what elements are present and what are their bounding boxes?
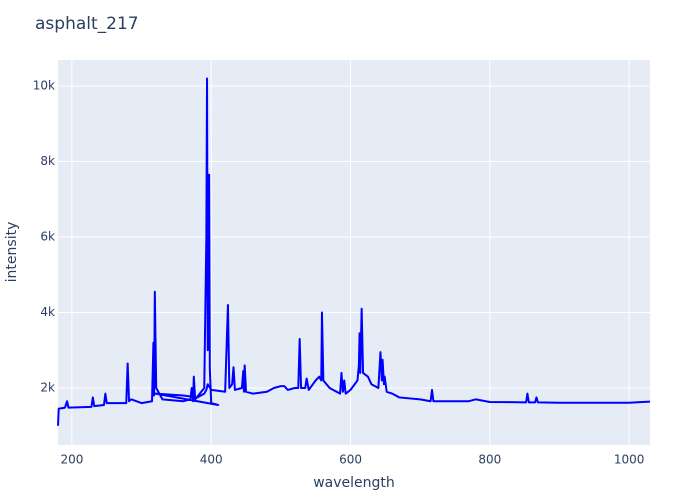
x-axis-title: wavelength: [313, 475, 395, 491]
x-tick-label: 1000: [614, 453, 645, 467]
spectrum-line: [57, 77, 651, 426]
y-tick-label: 6k: [40, 230, 55, 244]
x-tick-label: 400: [200, 453, 223, 467]
chart-title: asphalt_217: [35, 14, 139, 34]
plot-area: [58, 60, 650, 445]
x-tick-label: 600: [339, 453, 362, 467]
y-tick-label: 10k: [33, 79, 55, 93]
y-tick-label: 2k: [40, 381, 55, 395]
x-tick-label: 800: [478, 453, 501, 467]
y-tick-label: 4k: [40, 305, 55, 319]
y-axis-title: intensity: [4, 222, 20, 283]
x-tick-label: 200: [60, 453, 83, 467]
y-tick-label: 8k: [40, 154, 55, 168]
